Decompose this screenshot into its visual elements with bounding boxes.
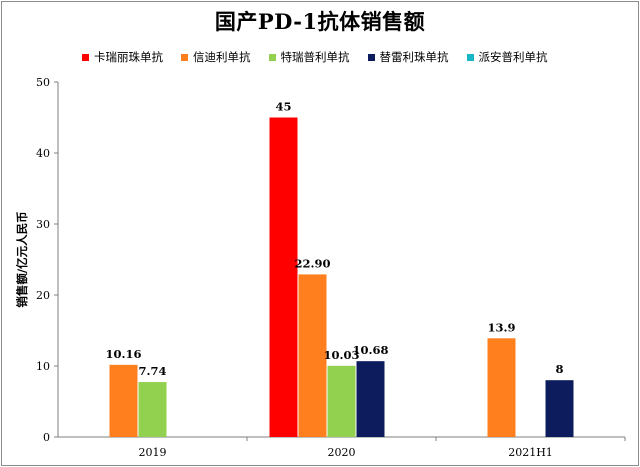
- x-tick-label: 2021H1: [508, 446, 553, 459]
- legend-item: 信迪利单抗: [181, 49, 251, 65]
- legend-swatch: [466, 53, 474, 61]
- bar: [269, 117, 298, 437]
- bar: [327, 365, 356, 437]
- bar: [138, 382, 167, 437]
- y-tick-label: 40: [36, 147, 50, 160]
- legend-swatch: [82, 53, 89, 61]
- legend-label: 信迪利单抗: [193, 50, 251, 64]
- data-label: 10.03: [323, 348, 359, 362]
- y-tick-label: 0: [43, 431, 50, 444]
- bar: [356, 361, 385, 437]
- legend-item: 特瑞普利单抗: [268, 49, 350, 65]
- legend-item: 派安普利单抗: [466, 49, 548, 65]
- bar: [487, 338, 516, 437]
- y-tick-label: 10: [36, 360, 50, 373]
- data-label: 7.74: [138, 364, 166, 378]
- legend-item: 卡瑞丽珠单抗: [82, 49, 163, 65]
- x-tick-label: 2020: [328, 446, 356, 459]
- y-axis-label: 销售额/亿元人民币: [15, 211, 29, 307]
- data-label: 10.16: [105, 347, 141, 361]
- legend-swatch: [268, 53, 276, 61]
- data-label: 45: [275, 100, 291, 114]
- y-tick-label: 30: [36, 218, 50, 231]
- legend-label: 卡瑞丽珠单抗: [94, 50, 163, 64]
- chart-title: 国产PD-1抗体销售额: [214, 9, 426, 34]
- legend-item: 替雷利珠单抗: [367, 49, 449, 65]
- y-tick-label: 20: [36, 289, 50, 302]
- data-label: 8: [555, 362, 563, 376]
- legend: 卡瑞丽珠单抗 信迪利单抗 特瑞普利单抗 替雷利珠单抗 派安普利单抗: [82, 49, 566, 65]
- bar: [545, 380, 574, 437]
- data-label: 22.90: [294, 256, 330, 270]
- legend-label: 派安普利单抗: [478, 50, 548, 64]
- x-tick-label: 2019: [139, 446, 167, 459]
- legend-swatch: [367, 53, 375, 61]
- legend-swatch: [181, 53, 188, 61]
- data-label: 10.68: [352, 343, 388, 357]
- bar: [298, 274, 327, 437]
- legend-label: 替雷利珠单抗: [379, 50, 449, 64]
- bar: [109, 364, 138, 437]
- data-label: 13.9: [487, 320, 515, 334]
- legend-label: 特瑞普利单抗: [280, 50, 350, 64]
- y-tick-label: 50: [36, 76, 50, 89]
